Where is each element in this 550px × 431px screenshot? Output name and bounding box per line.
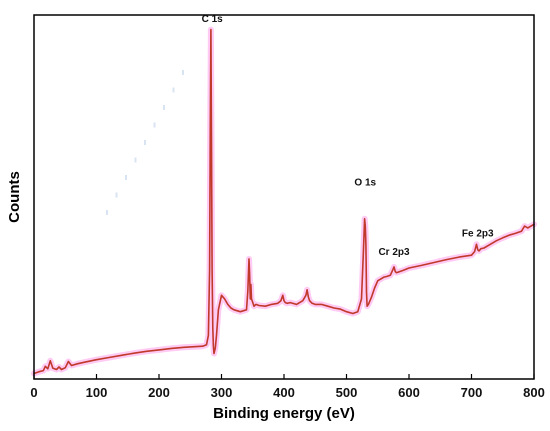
x-tick-label: 800 <box>523 385 545 400</box>
artifact-dot <box>106 210 108 215</box>
artifact-dot <box>163 105 165 110</box>
x-tick-label: 100 <box>86 385 108 400</box>
spectrum-halo <box>31 26 537 377</box>
artifact-dot <box>153 122 156 128</box>
y-axis-label: Counts <box>6 171 23 223</box>
x-tick-label: 200 <box>148 385 170 400</box>
artifact-dot <box>182 70 184 75</box>
artifact-dot <box>172 87 175 93</box>
peak-label: Cr 2p3 <box>378 247 410 258</box>
artifact-dot <box>115 192 118 198</box>
peak-annotations: C 1s O 1s Cr 2p3 Fe 2p3 <box>202 14 494 258</box>
artifact-dot <box>144 140 146 145</box>
spectrum-line <box>33 28 535 375</box>
x-tick-label: 500 <box>336 385 358 400</box>
x-tick-label: 400 <box>273 385 295 400</box>
peak-label: C 1s <box>202 14 224 25</box>
x-axis-label: Binding energy (eV) <box>213 405 355 422</box>
peak-label: Fe 2p3 <box>462 229 494 240</box>
plot-frame <box>33 14 535 380</box>
dotted-artifact-line <box>106 70 184 215</box>
x-tick-label: 0 <box>30 385 37 400</box>
x-axis-ticks: 0 100 200 300 400 500 600 700 800 <box>30 374 545 400</box>
x-tick-label: 700 <box>461 385 483 400</box>
artifact-dot <box>125 175 127 180</box>
x-tick-label: 600 <box>398 385 420 400</box>
artifact-dot <box>134 157 137 163</box>
x-tick-label: 300 <box>211 385 233 400</box>
peak-label: O 1s <box>354 178 376 189</box>
